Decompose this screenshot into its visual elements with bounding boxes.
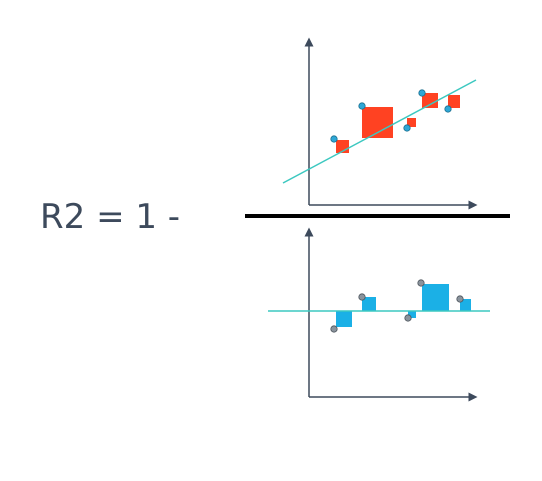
point — [444, 105, 452, 113]
variance-square — [460, 299, 471, 311]
top-plot — [282, 37, 478, 210]
point — [418, 89, 426, 97]
point — [456, 295, 464, 303]
variance-square — [362, 297, 376, 311]
formula: R2 = 1 - — [40, 197, 180, 237]
variance-square — [408, 311, 416, 318]
point — [403, 124, 411, 132]
residual-square — [407, 118, 416, 127]
residual-square — [448, 95, 460, 108]
point — [330, 135, 338, 143]
variance-square — [422, 284, 449, 311]
point — [358, 102, 366, 110]
variance-square — [336, 311, 352, 327]
residual-square — [422, 93, 438, 108]
bottom-plot — [268, 227, 490, 402]
point — [404, 314, 412, 322]
regression-line — [282, 79, 477, 184]
point — [330, 325, 338, 333]
point — [417, 279, 425, 287]
point — [358, 293, 366, 301]
